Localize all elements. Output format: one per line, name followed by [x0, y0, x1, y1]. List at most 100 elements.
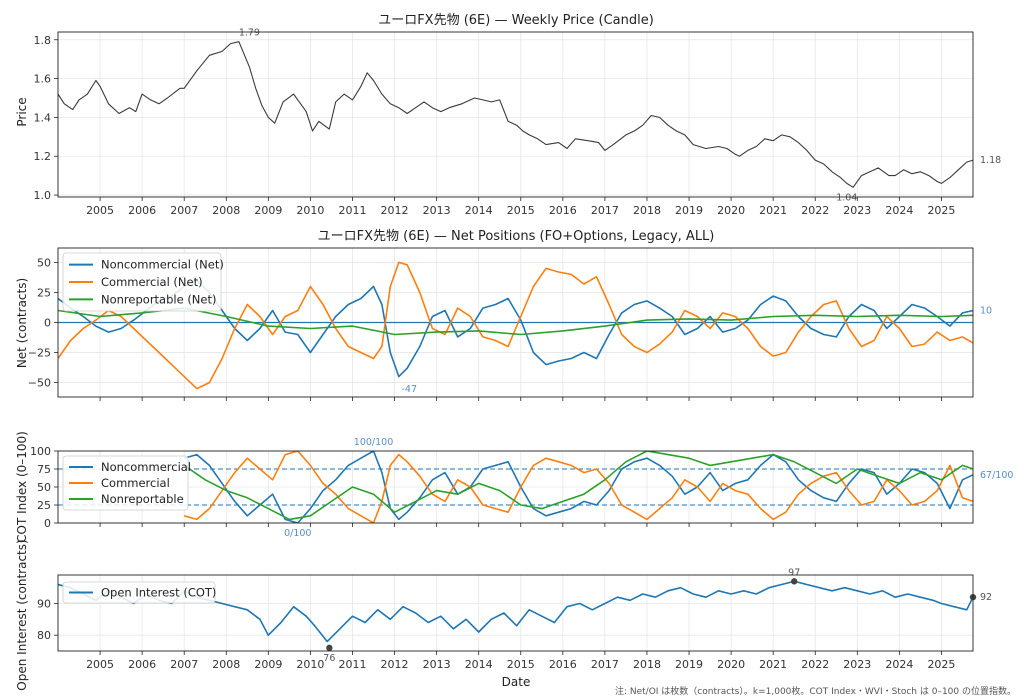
x-tick-label: 2005: [86, 204, 114, 217]
y-tick-label: 0: [44, 517, 51, 530]
x-tick-label: 2024: [885, 204, 913, 217]
x-tick-label: 2012: [381, 658, 409, 671]
x-tick-label: 2011: [338, 204, 366, 217]
annotation-label: 1.18: [980, 155, 1001, 166]
oi-axis-label: Open Interest (contracts): [15, 539, 29, 690]
x-tick-label: 2011: [338, 658, 366, 671]
x-tick-label: 2025: [927, 204, 955, 217]
x-tick-label: 2015: [507, 204, 535, 217]
commercial-series-line: [183, 451, 973, 523]
legend-entry: Commercial: [101, 476, 170, 490]
x-tick-label: 2015: [507, 658, 535, 671]
price-series-line: [58, 41, 973, 188]
extreme-marker: [791, 578, 798, 585]
legend-box: [62, 252, 222, 312]
price-y-ticks: 1.0 1.2 1.4 1.6 1.8: [34, 34, 58, 202]
extreme-marker: [326, 644, 333, 652]
net-axes-frame: [57, 247, 974, 398]
x-tick-label: 2019: [675, 658, 703, 671]
x-tick-label: 2022: [801, 658, 829, 671]
x-tick-label: 2008: [212, 658, 240, 671]
y-tick-label: 75: [37, 463, 51, 476]
annotation-label: 0/100: [284, 528, 311, 539]
x-tick-label: 2020: [717, 658, 745, 671]
x-tick-label: 2009: [254, 204, 282, 217]
y-tick-label: 25: [37, 499, 51, 512]
x-tick-label: 2007: [170, 204, 198, 217]
annotation-label: 97: [788, 567, 800, 578]
net-legend: Noncommercial (Net) Commercial (Net) Nonre…: [62, 252, 224, 312]
net-panel: ユーロFX先物 (6E) — Net Positions (FO+Options…: [15, 229, 992, 401]
x-axis-label: Date: [502, 675, 531, 689]
y-tick-label: 80: [37, 629, 51, 642]
x-tick-label: 2017: [591, 204, 619, 217]
y-tick-label: 1.4: [34, 111, 52, 124]
cot-x-ticks: [99, 523, 942, 527]
price-x-ticks: 2005 2006 2007 2008 2009 2010 2011 2012 2013 2014…: [86, 197, 955, 217]
x-tick-label: 2006: [128, 204, 156, 217]
price-plot-area: [58, 41, 973, 188]
net-axis-label: Net (contracts): [15, 278, 29, 368]
legend-entry: Noncommercial: [101, 460, 191, 474]
y-tick-label: −25: [28, 347, 51, 360]
x-tick-label: 2016: [549, 204, 577, 217]
y-tick-label: 0: [44, 317, 51, 330]
y-tick-label: 1.8: [34, 34, 52, 47]
y-tick-label: 100: [30, 445, 51, 458]
noncommercial-series-line: [183, 451, 973, 523]
legend-entry: Nonreportable: [101, 492, 184, 506]
x-tick-label: 2013: [423, 658, 451, 671]
x-tick-label: 2007: [170, 658, 198, 671]
x-tick-label: 2018: [633, 658, 661, 671]
x-tick-label: 2023: [843, 204, 871, 217]
x-tick-label: 2018: [633, 204, 661, 217]
net-chart-title: ユーロFX先物 (6E) — Net Positions (FO+Options…: [318, 229, 715, 244]
commercial-net-series-line: [58, 261, 973, 390]
annotation-label: 1.04: [836, 192, 857, 203]
annotation-label: -47: [402, 384, 418, 395]
price-axes-frame: [57, 31, 974, 198]
y-tick-label: 1.2: [34, 150, 52, 163]
legend-entry: Nonreportable (Net): [101, 292, 216, 306]
footnote: 注: Net/OI は枚数（contracts）。k=1,000枚。COT In…: [615, 685, 1016, 697]
oi-legend: Open Interest (COT): [62, 581, 216, 604]
cot-panel: COT Index (0–100) 0 25 50 75 100 100/100 0/10…: [15, 431, 1013, 543]
oi-y-ticks: 80 90: [37, 598, 58, 642]
annotation-label: 92: [980, 592, 992, 603]
annotation-label: 1.79: [239, 28, 260, 39]
price-annotations: 1.79 1.04 1.18: [239, 28, 1001, 204]
x-tick-label: 2013: [423, 204, 451, 217]
cot-axes-frame: [57, 450, 974, 524]
annotation-label: 67/100: [980, 470, 1013, 481]
y-tick-label: 50: [37, 256, 51, 269]
x-tick-label: 2024: [885, 658, 913, 671]
annotation-label: 76: [323, 653, 335, 664]
price-grid: [58, 32, 973, 197]
x-tick-label: 2021: [759, 204, 787, 217]
y-tick-label: 25: [37, 286, 51, 299]
cot-y-ticks: 0 25 50 75 100: [30, 445, 58, 530]
legend-entry: Commercial (Net): [101, 275, 203, 289]
x-tick-label: 2005: [86, 658, 114, 671]
x-tick-label: 2010: [296, 658, 324, 671]
x-tick-label: 2022: [801, 204, 829, 217]
net-y-ticks: −50 −25 0 25 50: [28, 256, 58, 390]
cot-legend: Noncommercial Commercial Nonreportable: [62, 455, 191, 511]
x-tick-label: 2009: [254, 658, 282, 671]
price-chart-title: ユーロFX先物 (6E) — Weekly Price (Candle): [378, 13, 654, 28]
legend-entry: Noncommercial (Net): [101, 258, 224, 272]
x-tick-label: 2023: [843, 658, 871, 671]
y-tick-label: 90: [37, 598, 51, 611]
annotation-label: 10: [980, 305, 992, 316]
y-tick-label: 1.6: [34, 73, 52, 86]
x-tick-label: 2010: [296, 204, 324, 217]
x-tick-label: 2021: [759, 658, 787, 671]
x-tick-label: 2020: [717, 204, 745, 217]
nonreportable-net-series-line: [58, 307, 973, 336]
legend-entry: Open Interest (COT): [101, 586, 216, 600]
oi-annotations: 97 76 92: [323, 567, 992, 664]
x-tick-label: 2016: [549, 658, 577, 671]
x-tick-label: 2008: [212, 204, 240, 217]
